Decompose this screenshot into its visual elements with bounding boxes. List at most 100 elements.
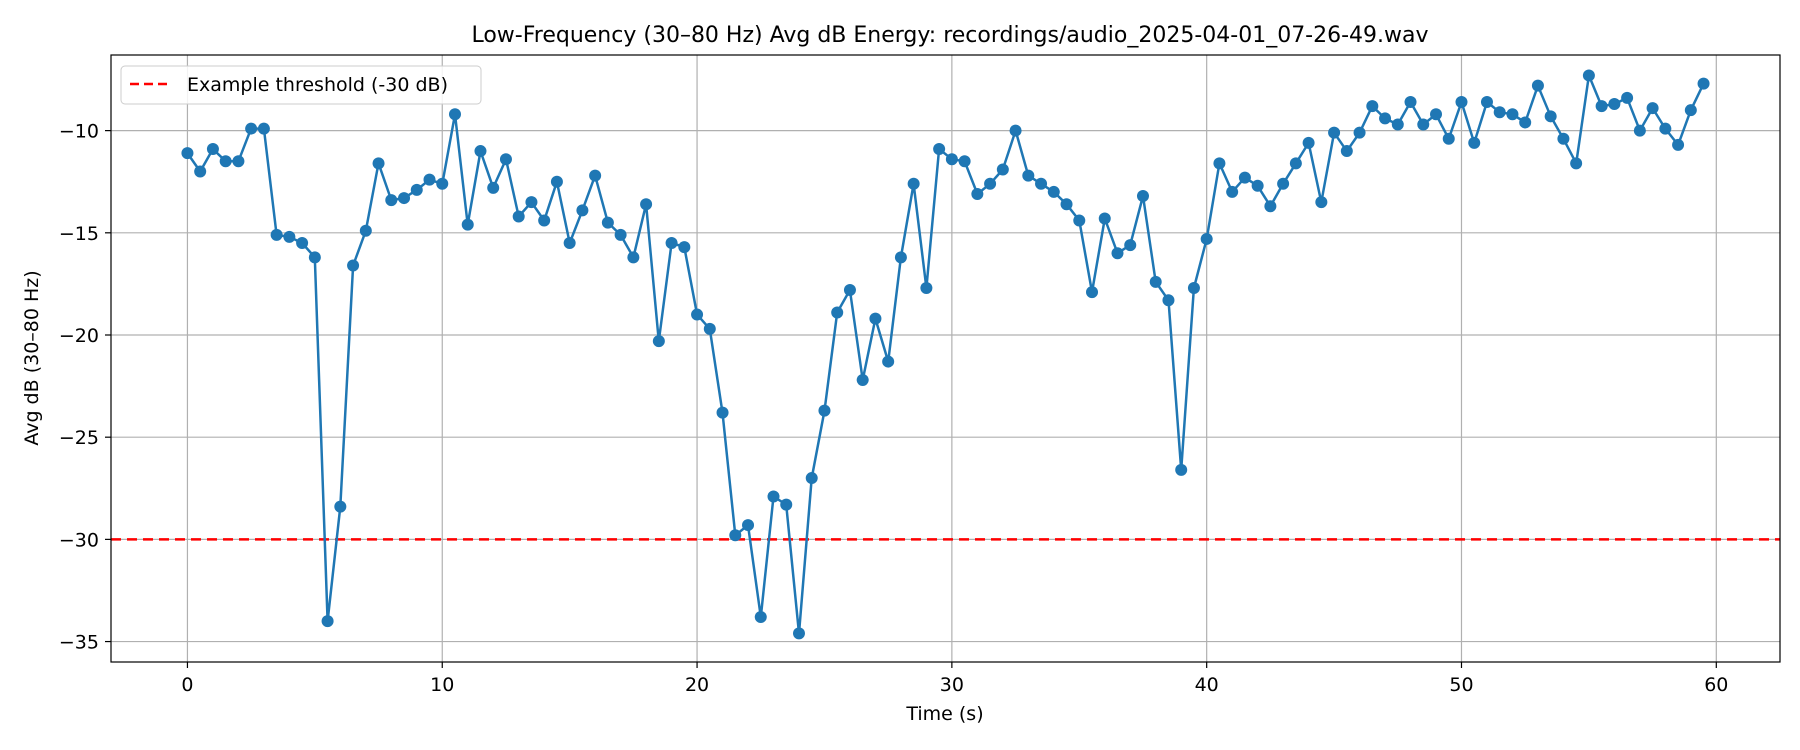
data-point xyxy=(805,472,818,485)
data-point xyxy=(1315,196,1328,209)
data-point xyxy=(1493,106,1506,119)
data-point xyxy=(984,177,997,190)
data-point xyxy=(1111,247,1124,260)
data-point xyxy=(512,210,525,223)
data-point xyxy=(614,228,627,241)
plot-frame xyxy=(110,54,1781,663)
data-point xyxy=(461,218,474,231)
data-point xyxy=(1009,124,1022,137)
data-point xyxy=(1633,124,1646,137)
y-tick-label: −10 xyxy=(59,121,99,143)
data-point xyxy=(907,177,920,190)
data-point xyxy=(742,519,755,532)
data-point xyxy=(410,183,423,196)
data-point xyxy=(321,615,334,628)
legend-frame xyxy=(120,65,482,105)
data-point xyxy=(1480,96,1493,109)
data-point xyxy=(525,196,538,209)
data-point xyxy=(1379,112,1392,125)
data-point xyxy=(1200,232,1213,245)
data-point xyxy=(831,306,844,319)
data-point xyxy=(792,627,805,640)
y-tick-label: −15 xyxy=(59,223,99,245)
data-point xyxy=(996,163,1009,176)
data-point xyxy=(894,251,907,264)
data-point xyxy=(487,181,500,194)
data-point xyxy=(436,177,449,190)
x-axis-label: Time (s) xyxy=(905,703,983,725)
data-point xyxy=(716,406,729,419)
data-point xyxy=(1366,100,1379,113)
x-tick-label: 60 xyxy=(1704,674,1728,696)
data-point xyxy=(1455,96,1468,109)
data-point xyxy=(1659,122,1672,135)
data-point xyxy=(640,198,653,211)
x-tick-label: 30 xyxy=(940,674,964,696)
y-tick-label: −20 xyxy=(59,325,99,347)
data-point xyxy=(856,373,869,386)
data-point xyxy=(563,237,576,250)
data-point xyxy=(398,192,411,205)
data-point xyxy=(1328,126,1341,139)
data-point xyxy=(627,251,640,264)
data-point xyxy=(347,259,360,272)
data-point xyxy=(1060,198,1073,211)
data-point xyxy=(1302,136,1315,149)
data-point xyxy=(1557,132,1570,145)
data-point xyxy=(665,237,678,250)
data-point xyxy=(1264,200,1277,213)
data-point xyxy=(703,322,716,335)
data-point xyxy=(1582,69,1595,82)
data-point xyxy=(550,175,563,188)
data-point xyxy=(691,308,704,321)
data-point xyxy=(257,122,270,135)
data-point xyxy=(474,145,487,158)
data-point xyxy=(818,404,831,417)
chart-title: Low-Frequency (30–80 Hz) Avg dB Energy: … xyxy=(471,23,1428,48)
data-point xyxy=(1035,177,1048,190)
data-point xyxy=(385,194,398,207)
data-point xyxy=(1468,136,1481,149)
data-point xyxy=(1621,91,1634,104)
data-point xyxy=(1430,108,1443,121)
data-point xyxy=(1136,190,1149,203)
data-point xyxy=(1404,96,1417,109)
data-point xyxy=(1175,463,1188,476)
x-tick-label: 0 xyxy=(181,674,193,696)
data-point xyxy=(1570,157,1583,170)
legend: Example threshold (-30 dB) xyxy=(120,65,482,105)
data-point xyxy=(1073,214,1086,227)
data-point xyxy=(1277,177,1290,190)
data-point xyxy=(601,216,614,229)
x-tick-label: 10 xyxy=(430,674,454,696)
data-point xyxy=(1098,212,1111,225)
data-point xyxy=(334,500,347,513)
data-point xyxy=(1391,118,1404,131)
data-point xyxy=(448,108,461,121)
x-tick-label: 40 xyxy=(1195,674,1219,696)
data-point xyxy=(843,284,856,297)
data-point xyxy=(270,228,283,241)
data-point xyxy=(372,157,385,170)
data-point xyxy=(1531,79,1544,92)
data-point xyxy=(283,230,296,243)
data-point xyxy=(538,214,551,227)
data-point xyxy=(1544,110,1557,123)
x-tick-label: 20 xyxy=(685,674,709,696)
data-point xyxy=(1608,98,1621,111)
data-point xyxy=(194,165,207,178)
data-point xyxy=(1149,275,1162,288)
y-axis-label: Avg dB (30–80 Hz) xyxy=(21,270,43,445)
data-point xyxy=(1519,116,1532,129)
data-point xyxy=(882,355,895,368)
data-point xyxy=(1595,100,1608,113)
data-point xyxy=(971,187,984,200)
data-point xyxy=(780,498,793,511)
data-point xyxy=(1124,239,1137,252)
data-point xyxy=(1353,126,1366,139)
data-point xyxy=(958,155,971,168)
data-point xyxy=(767,490,780,503)
data-point xyxy=(1238,171,1251,184)
